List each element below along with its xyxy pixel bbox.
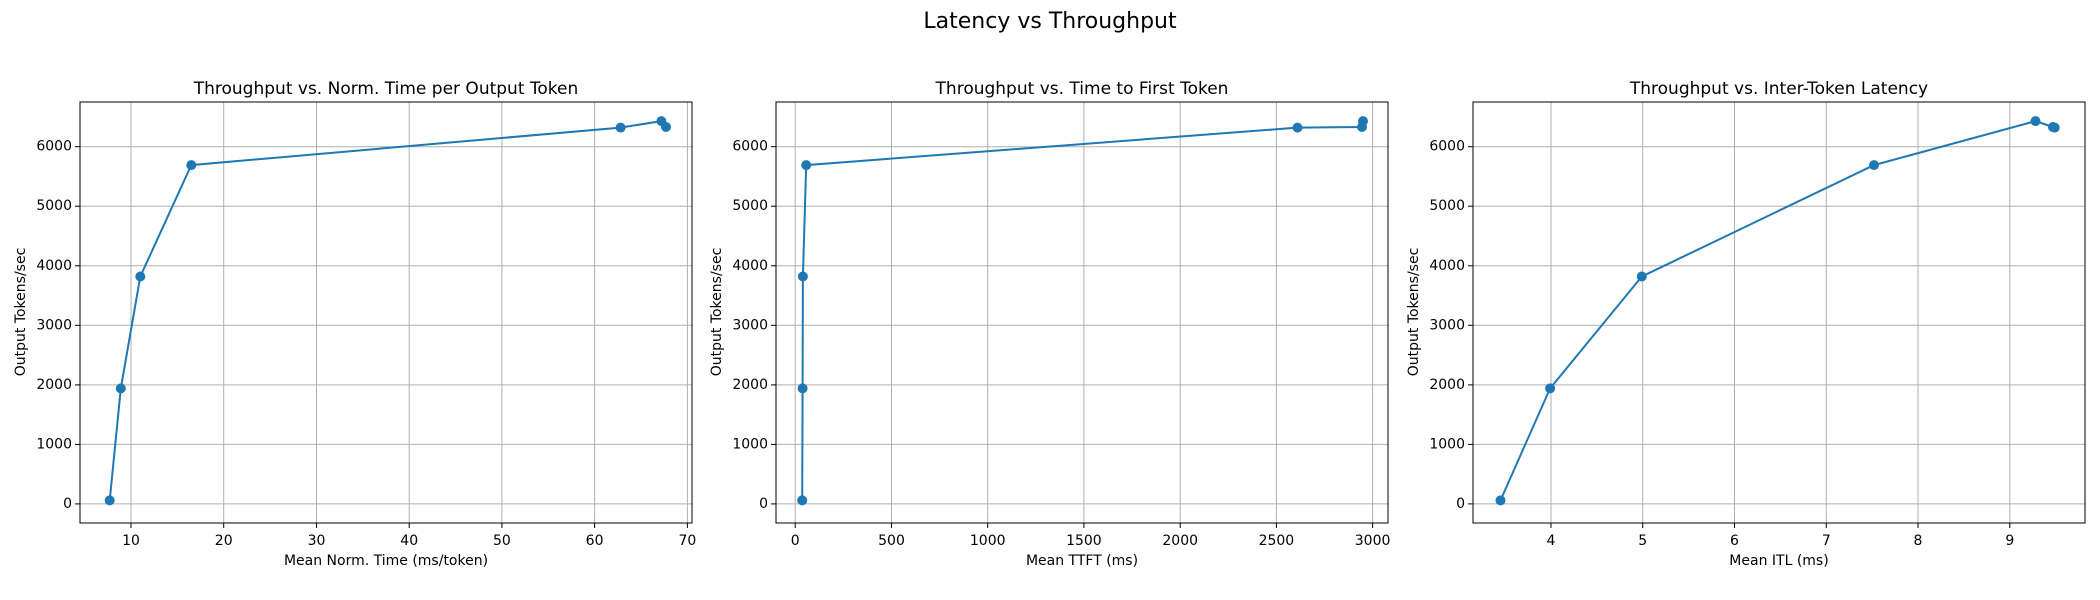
y-tick-label: 4000: [732, 258, 768, 274]
y-tick-label: 4000: [1429, 258, 1465, 274]
series: [104, 116, 671, 506]
y-tick-label: 1000: [732, 436, 768, 452]
y-tick-label: 3000: [1429, 317, 1465, 333]
x-tick-label: 60: [586, 533, 604, 549]
subplot-ttft: Throughput vs. Time to First Token 0 500 1…: [709, 79, 1390, 569]
data-point: [2049, 122, 2060, 133]
x-tick-label: 5: [1638, 533, 1647, 549]
x-tick-label: 8: [1914, 533, 1923, 549]
figure-title: Latency vs Throughput: [923, 9, 1177, 34]
y-tick-label: 3000: [732, 317, 768, 333]
tick-labels: 0 500 1000 1500 2000 2500 3000 0 1000 2000 3000 400…: [732, 139, 1390, 549]
y-tick-label: 6000: [732, 139, 768, 155]
y-tick-label: 6000: [36, 139, 72, 155]
grid-lines: [80, 102, 692, 523]
data-point: [186, 160, 197, 171]
x-axis-label: Mean ITL (ms): [1729, 553, 1828, 569]
x-tick-label: 30: [308, 533, 326, 549]
y-tick-label: 6000: [1429, 139, 1465, 155]
y-tick-label: 1000: [36, 436, 72, 452]
plot-frame: [775, 101, 1389, 524]
series: [797, 116, 1368, 506]
series-line: [108, 120, 667, 501]
y-axis-label: Output Tokens/sec: [13, 248, 29, 377]
series-line: [801, 120, 1364, 501]
x-tick-label: 9: [2005, 533, 2014, 549]
y-tick-label: 2000: [36, 377, 72, 393]
data-point: [615, 122, 626, 133]
x-tick-label: 4: [1547, 533, 1556, 549]
y-tick-label: 0: [759, 496, 768, 512]
data-point: [1358, 116, 1368, 127]
data-point: [1636, 271, 1647, 282]
y-tick-label: 2000: [1429, 377, 1465, 393]
y-tick-label: 2000: [732, 377, 768, 393]
subplot-title: Throughput vs. Inter-Token Latency: [1629, 79, 1928, 99]
data-point: [104, 495, 115, 506]
tick-labels: 4 5 6 7 8 9 0 1000 2000 3000 4000 5000 6000: [1429, 139, 2014, 549]
grid-lines: [776, 102, 1388, 523]
data-point: [135, 271, 146, 282]
x-tick-label: 6: [1730, 533, 1739, 549]
y-tick-label: 0: [1456, 496, 1465, 512]
y-tick-label: 0: [63, 496, 72, 512]
data-point: [1869, 160, 1879, 171]
subplot-title: Throughput vs. Norm. Time per Output Tok…: [193, 79, 579, 99]
data-point: [801, 160, 812, 171]
x-tick-label: 7: [1822, 533, 1831, 549]
x-tick-label: 70: [678, 533, 696, 549]
data-point: [2030, 116, 2041, 127]
subplot-itl: Throughput vs. Inter-Token Latency 4 5 6 7 8…: [1406, 79, 2086, 569]
data-point: [797, 271, 808, 282]
x-axis-label: Mean Norm. Time (ms/token): [284, 553, 488, 569]
y-axis-label: Output Tokens/sec: [1406, 248, 1422, 377]
y-tick-label: 4000: [36, 258, 72, 274]
y-tick-label: 5000: [1429, 198, 1465, 214]
data-point: [1495, 495, 1506, 506]
grid-lines: [1473, 102, 2085, 523]
x-tick-label: 2500: [1259, 533, 1295, 549]
data-point: [1292, 122, 1303, 133]
x-tick-label: 1500: [1066, 533, 1102, 549]
y-axis-label: Output Tokens/sec: [709, 248, 725, 377]
data-point: [1545, 383, 1556, 394]
y-tick-label: 5000: [36, 198, 72, 214]
data-point: [797, 383, 808, 394]
y-tick-label: 1000: [1429, 436, 1465, 452]
series-line: [1499, 120, 2056, 501]
subplot-norm-time: Throughput vs. Norm. Time per Output Tok…: [13, 79, 696, 569]
x-tick-label: 3000: [1355, 533, 1391, 549]
x-tick-label: 0: [791, 533, 800, 549]
series: [1495, 116, 2060, 506]
subplot-title: Throughput vs. Time to First Token: [935, 79, 1229, 99]
data-point: [661, 122, 671, 132]
y-tick-label: 5000: [732, 198, 768, 214]
plot-frame: [79, 101, 693, 524]
plot-frame: [1472, 101, 2086, 524]
data-point: [115, 383, 126, 394]
x-tick-label: 10: [122, 533, 140, 549]
y-tick-label: 3000: [36, 317, 72, 333]
data-point: [797, 495, 808, 506]
x-axis-label: Mean TTFT (ms): [1026, 553, 1138, 569]
x-tick-label: 1000: [970, 533, 1006, 549]
x-tick-label: 50: [493, 533, 511, 549]
x-tick-label: 500: [878, 533, 905, 549]
tick-labels: 10 20 30 40 50 60 70 0 1000 2000 3000 4000 5000 6000: [36, 139, 696, 549]
x-tick-label: 20: [215, 533, 233, 549]
x-tick-label: 2000: [1162, 533, 1198, 549]
x-tick-label: 40: [400, 533, 418, 549]
